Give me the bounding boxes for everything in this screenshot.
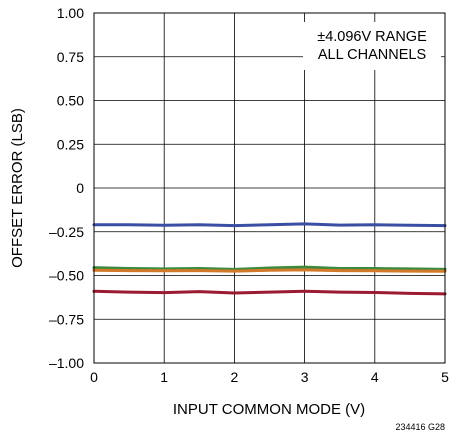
figure-number: 234416 G28 — [395, 422, 445, 432]
annotation-range: ±4.096V RANGE — [317, 29, 427, 45]
annotation-channels: ALL CHANNELS — [318, 47, 426, 63]
y-axis-label: OFFSET ERROR (LSB) — [9, 108, 26, 268]
y-tick-label: 1.00 — [57, 5, 84, 21]
x-tick-label: 3 — [301, 369, 309, 385]
y-tick-label: –0.25 — [49, 224, 84, 240]
series-group — [92, 222, 447, 296]
y-tick-labels: 1.00 0.75 0.50 0.25 0 –0.25 –0.50 –0.75 –1.00 — [49, 5, 84, 371]
y-tick-label: –1.00 — [49, 355, 84, 371]
x-tick-label: 0 — [90, 369, 98, 385]
series-line-3 — [92, 268, 447, 273]
x-tick-label: 5 — [441, 369, 449, 385]
y-tick-label: –0.75 — [49, 311, 84, 327]
x-tick-label: 4 — [371, 369, 379, 385]
x-tick-label: 1 — [160, 369, 168, 385]
y-tick-label: 0.75 — [57, 49, 84, 65]
series-line-2 — [92, 265, 447, 271]
y-tick-label: 0.50 — [57, 93, 84, 109]
x-tick-label: 2 — [231, 369, 239, 385]
plot-frame — [93, 12, 446, 364]
y-tick-label: –0.50 — [49, 268, 84, 284]
x-axis-label: INPUT COMMON MODE (V) — [173, 401, 365, 418]
annotation-box: ±4.096V RANGE ALL CHANNELS — [303, 22, 441, 70]
annotation-background — [303, 22, 441, 70]
series-line-1 — [92, 222, 447, 228]
y-tick-label: 0 — [76, 180, 84, 196]
y-tick-label: 0.25 — [57, 136, 84, 152]
x-tick-labels: 0 1 2 3 4 5 — [90, 369, 449, 385]
series-line-4 — [92, 289, 447, 296]
